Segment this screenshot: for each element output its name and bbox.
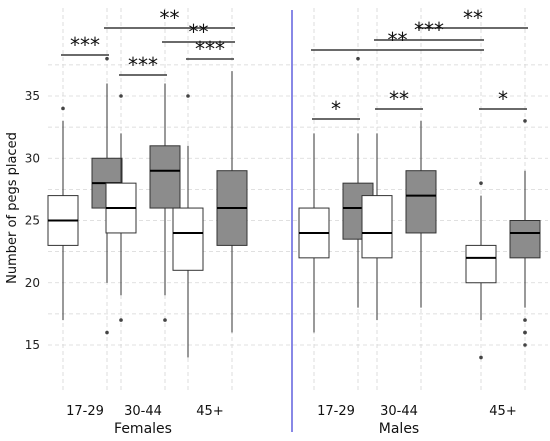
x-group-label: Females <box>114 421 172 437</box>
boxes-layer <box>47 56 541 360</box>
x-category-label: 30-44 <box>380 404 418 419</box>
box-iqr <box>509 220 541 259</box>
significance-label: *** <box>128 53 158 77</box>
outlier-point <box>356 56 360 61</box>
outlier-point <box>523 330 527 335</box>
y-tick-label: 35 <box>25 89 40 103</box>
significance-label: ** <box>389 87 409 111</box>
y-tick-label: 15 <box>25 338 40 352</box>
outlier-point <box>119 318 123 322</box>
y-tick-label: 20 <box>25 276 40 290</box>
y-tick-label: 25 <box>25 214 40 228</box>
significance-label: * <box>331 97 341 121</box>
significance-label: * <box>498 87 508 111</box>
significance-label: ** <box>189 20 209 44</box>
outlier-point <box>105 330 109 335</box>
significance-label: *** <box>414 18 444 42</box>
box-iqr <box>149 145 181 209</box>
y-axis-label: Number of pegs placed <box>5 132 20 284</box>
outlier-point <box>523 318 527 322</box>
x-category-label: 30-44 <box>124 404 162 419</box>
outlier-point <box>479 355 483 360</box>
x-category-label: 17-29 <box>66 404 104 419</box>
significance-label: *** <box>70 33 100 57</box>
x-category-label: 17-29 <box>317 404 355 419</box>
y-tick-label: 30 <box>25 151 40 165</box>
box-iqr <box>361 195 393 259</box>
significance-label: ** <box>160 6 180 30</box>
outlier-point <box>119 94 123 98</box>
outlier-point <box>479 181 483 185</box>
axis-layer: 15 20 25 30 35 17-29 30-44 45+ Females 17-29 30-44… <box>25 10 517 437</box>
box-iqr <box>172 207 204 271</box>
x-category-label: 45+ <box>196 404 223 419</box>
outlier-point <box>105 56 109 61</box>
outlier-point <box>186 94 190 98</box>
box-iqr <box>465 244 497 284</box>
outlier-point <box>61 106 65 111</box>
significance-layer: ************** ** ******** <box>61 6 528 121</box>
box-iqr <box>405 170 437 234</box>
x-group-label: Males <box>379 421 419 437</box>
significance-label: ** <box>463 6 483 30</box>
significance-label: *** <box>195 37 225 61</box>
outlier-point <box>523 343 527 347</box>
outlier-point <box>163 318 167 322</box>
x-category-label: 45+ <box>489 404 516 419</box>
outlier-point <box>523 119 527 123</box>
